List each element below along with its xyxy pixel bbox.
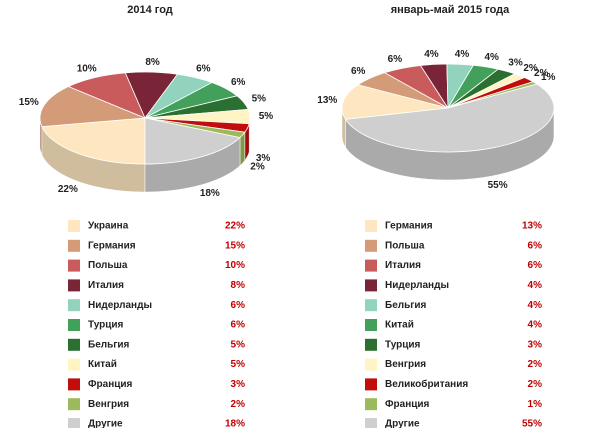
- legend-value: 3%: [231, 379, 246, 390]
- legend-label: Польша: [88, 260, 128, 271]
- data-label: 55%: [488, 180, 508, 191]
- legend-swatch: [365, 319, 377, 331]
- data-label: 3%: [508, 58, 523, 69]
- legend-swatch: [365, 299, 377, 312]
- legend-swatch: [365, 398, 377, 411]
- data-label: 6%: [351, 66, 366, 77]
- legend-label: Великобритания: [385, 378, 468, 390]
- legend-label: Другие: [385, 419, 420, 428]
- legend-swatch: [68, 279, 80, 292]
- legend-value: 15%: [225, 240, 245, 251]
- pie-slice: [41, 117, 146, 165]
- legend-label: Нидерланды: [88, 300, 152, 311]
- data-label: 4%: [424, 49, 439, 60]
- legend-label: Италия: [385, 260, 421, 271]
- data-label: 5%: [252, 94, 267, 105]
- legend-swatch: [68, 319, 80, 331]
- legend-swatch: [365, 378, 377, 391]
- data-label: 6%: [196, 64, 211, 75]
- pie-slice: [144, 117, 241, 165]
- legend-swatch: [68, 358, 80, 371]
- pie-slice: [344, 83, 555, 153]
- legend-value: 3%: [528, 339, 543, 350]
- data-label: 2%: [534, 68, 549, 79]
- legend-swatch: [365, 338, 377, 351]
- legend-swatch: [365, 279, 377, 292]
- data-label: 5%: [259, 111, 274, 122]
- data-label: 10%: [77, 64, 97, 75]
- legend-value: 1%: [528, 399, 543, 410]
- pie-slice: [39, 86, 146, 128]
- data-label: 13%: [317, 95, 337, 106]
- legend-label: Другие: [88, 419, 123, 428]
- legend-label: Франция: [88, 379, 133, 390]
- legend-label: Украина: [88, 221, 129, 232]
- legend-label: Италия: [88, 280, 124, 291]
- legend-swatch: [365, 220, 377, 232]
- legend-label: Нидерланды: [385, 280, 449, 291]
- chart-title: 2014 год: [127, 4, 173, 16]
- legend-value: 8%: [231, 280, 246, 291]
- legend-value: 5%: [231, 359, 246, 370]
- legend-value: 2%: [231, 399, 246, 410]
- legend-value: 6%: [231, 300, 246, 311]
- legend-swatch: [68, 398, 80, 411]
- data-label: 3%: [256, 153, 271, 164]
- legend-swatch: [365, 239, 377, 252]
- chart-title: январь-май 2015 года: [391, 4, 510, 16]
- legend-value: 4%: [528, 320, 543, 331]
- legend-label: Бельгия: [385, 300, 427, 311]
- legend-value: 2%: [528, 359, 543, 370]
- legend-value: 4%: [528, 280, 543, 291]
- data-label: 6%: [388, 54, 403, 65]
- data-label: 6%: [231, 77, 246, 88]
- legend-value: 2%: [528, 379, 543, 390]
- data-label: 2%: [523, 63, 538, 74]
- legend-swatch: [365, 358, 377, 371]
- legend-label: Германия: [385, 221, 433, 232]
- legend-value: 6%: [231, 320, 246, 331]
- legend-label: Польша: [385, 240, 425, 251]
- data-label: 1%: [541, 72, 556, 83]
- legend-swatch: [68, 418, 80, 428]
- legend-label: Германия: [88, 240, 136, 251]
- legend-value: 55%: [522, 419, 542, 428]
- legend-swatch: [68, 259, 80, 272]
- data-label: 15%: [19, 97, 39, 108]
- legend-value: 22%: [225, 221, 245, 232]
- legend-swatch: [365, 418, 377, 428]
- data-label: 8%: [145, 57, 160, 68]
- data-label: 2%: [250, 161, 265, 172]
- legend-label: Китай: [88, 359, 117, 370]
- legend-label: Китай: [385, 320, 414, 331]
- data-label: 4%: [484, 52, 499, 63]
- legend-swatch: [68, 239, 80, 252]
- legend-value: 4%: [528, 300, 543, 311]
- legend-swatch: [365, 259, 377, 272]
- legend-swatch: [68, 299, 80, 312]
- legend-value: 6%: [528, 260, 543, 271]
- data-label: 22%: [58, 184, 78, 195]
- legend-value: 6%: [528, 240, 543, 251]
- legend-label: Венгрия: [88, 399, 129, 410]
- legend-value: 13%: [522, 221, 542, 232]
- legend-label: Франция: [385, 399, 430, 410]
- legend-label: Бельгия: [88, 339, 130, 350]
- data-label: 4%: [455, 49, 470, 60]
- legend-label: Турция: [385, 339, 421, 350]
- legend-value: 5%: [231, 339, 246, 350]
- data-label: 18%: [200, 188, 220, 199]
- legend-value: 10%: [225, 260, 245, 271]
- legend-swatch: [68, 338, 80, 351]
- legend-label: Турция: [88, 320, 124, 331]
- legend-swatch: [68, 220, 80, 232]
- legend-swatch: [68, 378, 80, 391]
- legend-label: Венгрия: [385, 359, 426, 370]
- legend-value: 18%: [225, 419, 245, 428]
